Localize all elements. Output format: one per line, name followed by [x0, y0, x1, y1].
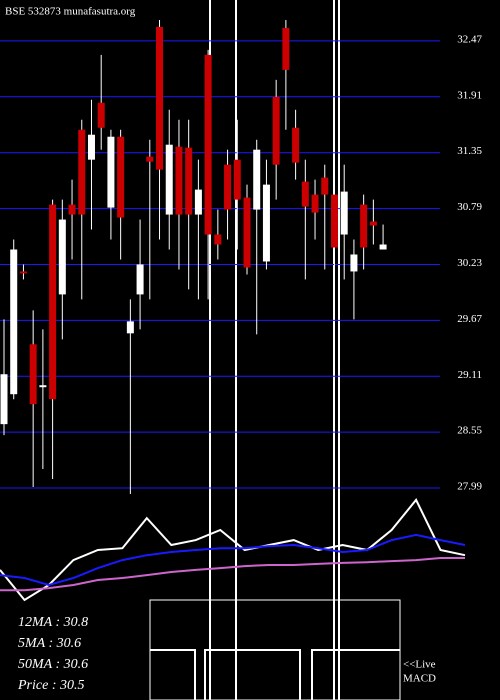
chart-title: BSE 532873 munafasutra.org — [5, 6, 136, 18]
candle-body — [379, 244, 387, 250]
legend-entry: 5MA : 30.6 — [18, 636, 81, 651]
candle-body — [10, 249, 18, 395]
candle-body — [19, 271, 27, 274]
y-tick-label: 30.79 — [457, 201, 482, 213]
indicator-line — [0, 557, 465, 592]
legend-entry: Price : 30.5 — [17, 678, 84, 693]
candle-body — [282, 27, 290, 70]
indicator-line — [0, 498, 466, 602]
candle-body — [272, 96, 280, 165]
candle-body — [39, 385, 47, 388]
candle-body — [321, 177, 329, 195]
candle-body — [175, 146, 183, 215]
y-tick-label: 29.67 — [457, 313, 482, 325]
candle-body — [107, 136, 115, 208]
candle-body — [330, 194, 338, 248]
candle-body — [360, 204, 368, 248]
candle-body — [165, 144, 173, 215]
volume-spikes — [209, 0, 340, 700]
candle-body — [68, 204, 76, 215]
candle-body — [194, 189, 202, 215]
y-tick-label: 30.23 — [457, 257, 482, 269]
candle-body — [253, 149, 261, 210]
candle-body — [292, 127, 300, 163]
candle-body — [204, 54, 212, 235]
candle-body — [29, 344, 37, 405]
y-tick-label: 28.55 — [457, 425, 482, 437]
candle-body — [146, 156, 154, 162]
candle-body — [58, 219, 66, 295]
macd-line — [150, 649, 400, 700]
candle-body — [87, 134, 95, 160]
candle-body — [224, 164, 232, 210]
candle-body — [301, 181, 309, 207]
candle-body — [97, 102, 105, 128]
candle-body — [350, 254, 358, 272]
y-tick-label: 27.99 — [457, 481, 482, 493]
y-tick-label: 31.91 — [457, 89, 482, 101]
indicator-line — [0, 533, 466, 587]
legend-entry: 12MA : 30.8 — [18, 615, 88, 630]
candle-body — [214, 234, 222, 245]
candle-body — [311, 194, 319, 213]
y-tick-label: 32.47 — [457, 33, 482, 45]
candle-body — [126, 321, 134, 334]
candle-body — [117, 136, 125, 218]
live-label: <<Live — [403, 659, 436, 671]
candle-body — [136, 264, 144, 295]
candle-body — [185, 147, 193, 215]
macd-label: MACD — [403, 673, 436, 685]
candle-body — [243, 197, 251, 268]
y-tick-label: 29.11 — [458, 369, 482, 381]
legend-entry: 50MA : 30.6 — [18, 657, 88, 672]
y-tick-label: 31.35 — [457, 145, 482, 157]
candle-body — [369, 221, 377, 226]
candle-body — [156, 26, 164, 170]
candle-body — [49, 204, 57, 400]
candle-body — [78, 129, 86, 215]
candle-body — [233, 159, 241, 200]
candle-body — [262, 184, 270, 262]
candle-body — [340, 191, 348, 235]
candle-body — [0, 374, 8, 425]
